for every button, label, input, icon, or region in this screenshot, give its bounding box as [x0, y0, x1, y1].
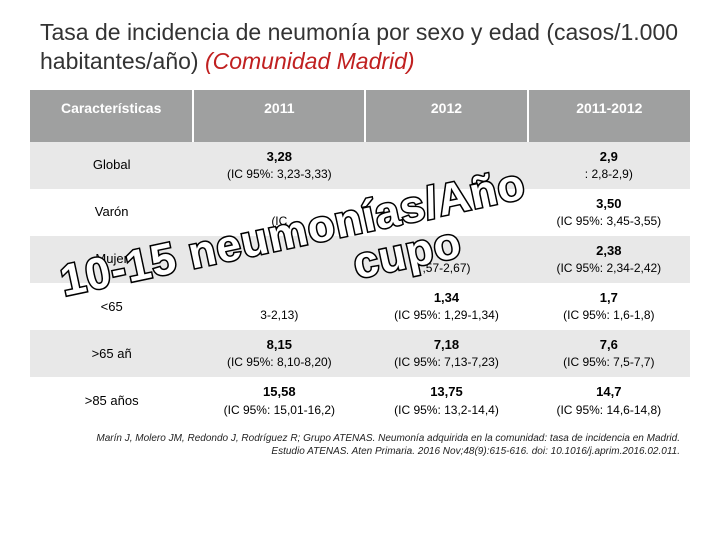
cell-2012 [365, 142, 527, 189]
cell-2011 [193, 236, 365, 283]
col-2011: 2011 [193, 90, 365, 142]
incidence-table: Características 2011 2012 2011-2012 Glob… [30, 90, 690, 425]
row-label: Global [30, 142, 193, 189]
cell-2011: 8,15(IC 95%: 8,10-8,20) [193, 330, 365, 377]
cell-2011: 15,58(IC 95%: 15,01-16,2) [193, 377, 365, 424]
cell-2012: 1,34(IC 95%: 1,29-1,34) [365, 283, 527, 330]
table-row: >65 añ8,15(IC 95%: 8,10-8,20)7,18(IC 95%… [30, 330, 690, 377]
cell-2011-2012: 2,9: 2,8-2,9) [528, 142, 690, 189]
page-title: Tasa de incidencia de neumonía por sexo … [0, 0, 720, 84]
table-header-row: Características 2011 2012 2011-2012 [30, 90, 690, 142]
cell-2011-2012: 14,7(IC 95%: 14,6-14,8) [528, 377, 690, 424]
col-2012: 2012 [365, 90, 527, 142]
col-caracteristicas: Características [30, 90, 193, 142]
row-label: >65 añ [30, 330, 193, 377]
cell-2011-2012: 3,50(IC 95%: 3,45-3,55) [528, 189, 690, 236]
cell-2011-2012: 7,6(IC 95%: 7,5-7,7) [528, 330, 690, 377]
row-label: Mujer [30, 236, 193, 283]
row-label: Varón [30, 189, 193, 236]
cell-2011: (IC [193, 189, 365, 236]
cell-2012: 7,18(IC 95%: 7,13-7,23) [365, 330, 527, 377]
row-label: <65 [30, 283, 193, 330]
table-row: Mujer ,57-2,67)2,38(IC 95%: 2,34-2,42) [30, 236, 690, 283]
title-sub: (Comunidad Madrid) [205, 48, 415, 74]
cell-2012: 13,75(IC 95%: 13,2-14,4) [365, 377, 527, 424]
cell-2011: 3-2,13) [193, 283, 365, 330]
cell-2011: 3,28(IC 95%: 3,23-3,33) [193, 142, 365, 189]
table-row: Varón(IC 3,50(IC 95%: 3,45-3,55) [30, 189, 690, 236]
cell-2012 [365, 189, 527, 236]
col-2011-2012: 2011-2012 [528, 90, 690, 142]
row-label: >85 años [30, 377, 193, 424]
table-row: Global3,28(IC 95%: 3,23-3,33) 2,9: 2,8-2,… [30, 142, 690, 189]
citation-line2: Estudio ATENAS. Aten Primaria. 2016 Nov;… [271, 446, 680, 457]
citation-line1: Marín J, Molero JM, Redondo J, Rodríguez… [96, 433, 680, 444]
cell-2011-2012: 2,38(IC 95%: 2,34-2,42) [528, 236, 690, 283]
cell-2011-2012: 1,7(IC 95%: 1,6-1,8) [528, 283, 690, 330]
table-row: >85 años15,58(IC 95%: 15,01-16,2)13,75(I… [30, 377, 690, 424]
cell-2012: ,57-2,67) [365, 236, 527, 283]
citation: Marín J, Molero JM, Redondo J, Rodríguez… [0, 424, 720, 458]
table-row: <653-2,13)1,34(IC 95%: 1,29-1,34)1,7(IC … [30, 283, 690, 330]
